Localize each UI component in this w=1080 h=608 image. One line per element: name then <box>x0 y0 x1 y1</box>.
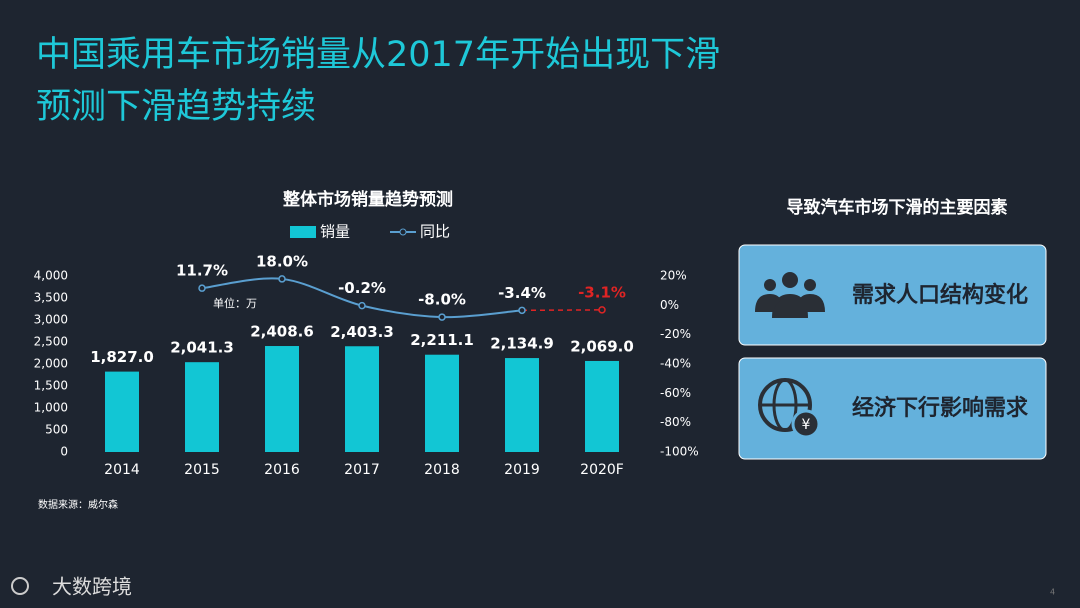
source: 数据来源：威尔森 <box>38 498 118 511</box>
bar-value-label: 2,408.6 <box>250 323 314 341</box>
factors-title: 导致汽车市场下滑的主要因素 <box>787 197 1008 218</box>
line-marker <box>358 301 366 310</box>
factor-text: 需求人口结构变化 <box>852 282 1028 308</box>
bar-value-label: 2,211.1 <box>410 331 474 349</box>
y2-tick-label: 0% <box>660 298 679 312</box>
bar-value-label: 2,403.3 <box>330 323 394 341</box>
legend-label: 同比 <box>420 223 450 241</box>
y-tick-label: 3,000 <box>34 313 68 327</box>
bar-value-label: 2,069.0 <box>570 337 634 355</box>
logo: 大数跨境 <box>11 575 132 599</box>
x-tick-label: 2019 <box>504 462 540 478</box>
y2-tick-label: -100% <box>660 445 699 459</box>
line-marker <box>278 275 286 283</box>
x-tick-label: 2015 <box>184 462 220 478</box>
bar-value-label: 2,134.9 <box>490 335 554 353</box>
y2-tick-label: -40% <box>660 357 691 371</box>
slide-title: 预测下滑趋势持续 <box>36 87 316 127</box>
x-tick-label: 2016 <box>264 462 300 478</box>
bar <box>345 346 379 452</box>
legend-swatch <box>399 228 407 236</box>
y2-tick-label: 20% <box>660 269 687 283</box>
y2-tick-label: -20% <box>660 327 691 341</box>
line-value-label: -8.0% <box>418 291 466 309</box>
y-tick-label: 3,500 <box>34 291 68 305</box>
y-tick-label: 1,500 <box>34 379 68 393</box>
factor-box <box>738 244 1047 346</box>
bar <box>265 346 299 452</box>
x-tick-label: 2020F <box>580 462 624 478</box>
y2-tick-label: -60% <box>660 386 691 400</box>
line-marker <box>438 313 446 321</box>
bar <box>185 362 219 452</box>
svg-text:¥: ¥ <box>802 417 811 433</box>
line-value-label: -3.1% <box>578 283 626 301</box>
x-tick-label: 2014 <box>104 462 140 478</box>
bar-value-label: 2,041.3 <box>170 339 234 357</box>
bar <box>425 354 459 452</box>
page-number: 4 <box>1050 588 1055 597</box>
legend-swatch <box>290 226 316 238</box>
y-tick-label: 1,000 <box>34 401 68 415</box>
logo-text: 大数跨境 <box>52 575 132 599</box>
globe-icon: ¥ <box>758 378 821 439</box>
line-value-label: 11.7% <box>176 262 228 280</box>
x-tick-label: 2018 <box>424 462 460 478</box>
people-icon <box>755 272 825 318</box>
factor-text: 经济下行影响需求 <box>852 395 1028 421</box>
logo-icon <box>11 577 29 595</box>
chart: 0 500 1,000 1,500 2,000 2,500 3,000 3,500 4,000 2… <box>34 223 699 479</box>
bar-value-label: 1,827.0 <box>90 348 154 366</box>
bar <box>585 360 619 452</box>
y2-tick-label: -80% <box>660 415 691 429</box>
y-tick-label: 500 <box>45 423 68 437</box>
y-tick-label: 2,500 <box>34 335 68 349</box>
slide-title: 中国乘用车市场销量从2017年开始出现下滑 <box>36 35 720 75</box>
line-marker <box>518 306 526 315</box>
line-marker <box>598 306 606 314</box>
unit-note: 单位：万 <box>213 296 257 310</box>
line-value-label: 18.0% <box>256 252 308 270</box>
line-marker <box>198 284 206 292</box>
bar <box>105 371 139 452</box>
line-value-label: -0.2% <box>338 279 386 297</box>
y-tick-label: 0 <box>60 445 68 459</box>
y-tick-label: 4,000 <box>34 269 68 283</box>
chart-title: 整体市场销量趋势预测 <box>283 189 453 210</box>
legend-label: 销量 <box>320 223 350 241</box>
x-tick-label: 2017 <box>344 462 380 478</box>
y-tick-label: 2,000 <box>34 357 68 371</box>
line-value-label: -3.4% <box>498 284 546 302</box>
bar <box>505 358 539 452</box>
